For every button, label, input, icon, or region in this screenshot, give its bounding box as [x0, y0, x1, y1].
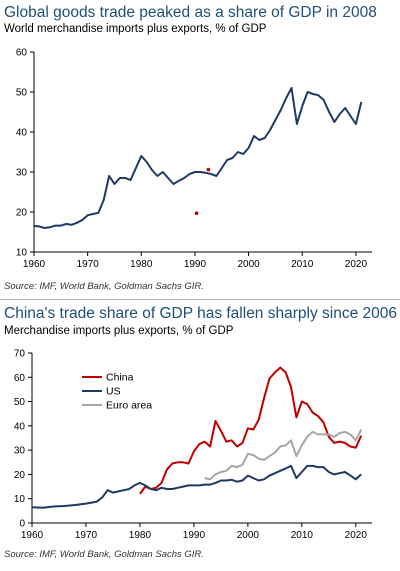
- x-tick-label: 1970: [77, 259, 100, 270]
- x-tick-label: 2020: [345, 530, 368, 541]
- stray-point-marker: [194, 211, 199, 215]
- x-tick-label: 1960: [21, 530, 44, 541]
- x-tick-label: 2010: [291, 259, 314, 270]
- legend-label-us: US: [106, 386, 121, 398]
- chart1-plot: 10 20 30 40 50 60 1960 1970 1980 1990 2000 2010 2020: [16, 48, 372, 270]
- series-line-us: [31, 464, 362, 509]
- x-tick-label: 1980: [129, 530, 152, 541]
- x-tick-label: 1980: [130, 259, 153, 270]
- legend-label-china: China: [106, 372, 134, 384]
- y-tick-label: 50: [14, 397, 26, 408]
- y-tick-label: 60: [14, 373, 26, 384]
- stray-point-marker: [206, 167, 211, 172]
- x-tick-label: 2000: [237, 259, 260, 270]
- chart2-source: Source: IMF, World Bank, Goldman Sachs G…: [4, 549, 204, 560]
- x-tick-label: 2020: [345, 259, 368, 270]
- x-tick-label: 2000: [237, 530, 260, 541]
- chart2-title: China's trade share of GDP has fallen sh…: [4, 305, 397, 322]
- y-tick-label: 10: [14, 494, 26, 505]
- y-tick-label: 60: [16, 48, 28, 59]
- y-tick-label: 10: [16, 248, 28, 259]
- y-tick-label: 40: [16, 128, 28, 139]
- y-tick-label: 30: [16, 168, 28, 179]
- x-tick-label: 1990: [184, 259, 207, 270]
- series-line-china: [139, 366, 363, 495]
- x-tick-label: 2010: [291, 530, 314, 541]
- y-tick-label: 30: [14, 446, 26, 457]
- chart2-subtitle: Merchandise imports plus exports, % of G…: [4, 325, 234, 337]
- x-tick-label: 1990: [183, 530, 206, 541]
- legend-label-euro-area: Euro area: [106, 400, 152, 412]
- chart1-title: Global goods trade peaked as a share of …: [4, 4, 377, 21]
- series-line-euro-area: [204, 429, 363, 481]
- chart1-subtitle: World merchandise imports plus exports, …: [4, 23, 267, 35]
- x-tick-label: 1960: [23, 259, 46, 270]
- chart1-source: Source: IMF, World Bank, Goldman Sachs G…: [4, 281, 204, 292]
- y-tick-label: 50: [16, 88, 28, 99]
- x-tick-label: 1970: [75, 530, 98, 541]
- y-tick-label: 0: [19, 519, 25, 530]
- chart-divider: [0, 299, 400, 300]
- y-tick-label: 20: [16, 208, 28, 219]
- series-line-0: [33, 87, 363, 229]
- y-tick-label: 20: [14, 470, 26, 481]
- y-tick-label: 70: [14, 349, 26, 360]
- y-tick-label: 40: [14, 421, 26, 432]
